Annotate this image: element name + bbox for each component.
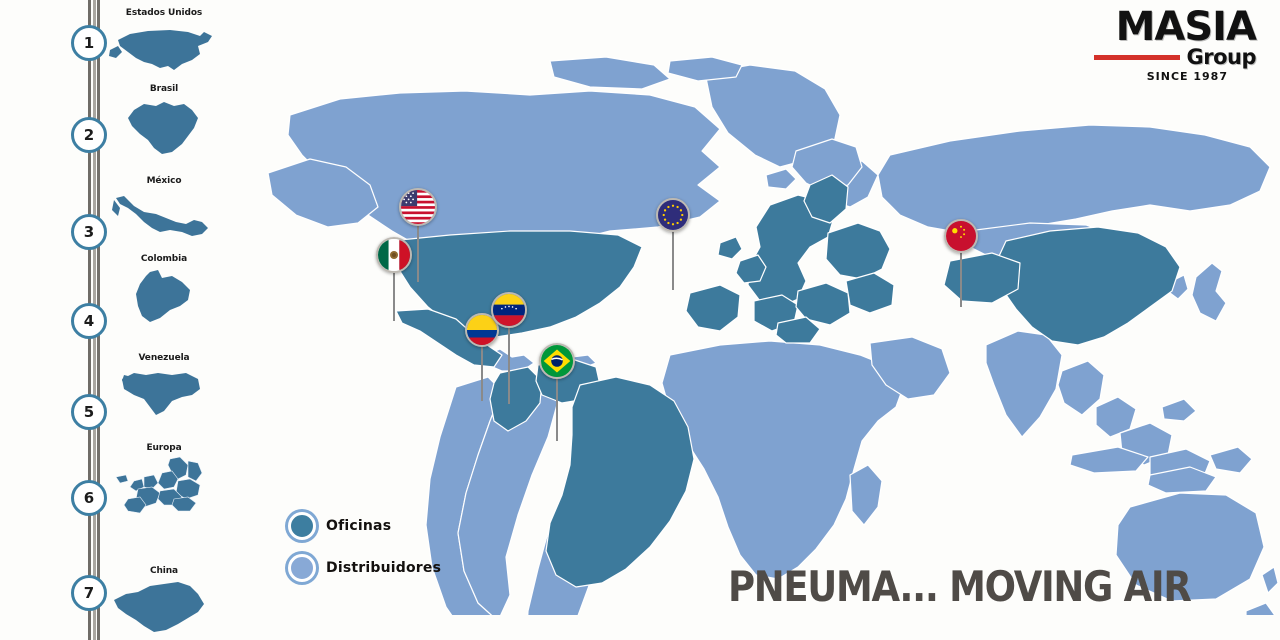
flag-icon-venezuela [491, 292, 527, 328]
legend-label-oficinas: Oficinas [326, 518, 392, 534]
legend-dot-offices-icon [288, 512, 316, 540]
country-shape-brazil-icon [108, 96, 220, 158]
sidebar-item-mexico[interactable]: México [108, 176, 220, 250]
legend-item-oficinas[interactable]: Oficinas [288, 509, 441, 543]
flag-icon-mexico [376, 237, 412, 273]
flag-icon-china [944, 219, 978, 253]
sidebar-item-china[interactable]: China [108, 566, 220, 640]
timeline-node-6[interactable]: 6 [71, 480, 107, 516]
timeline-node-5[interactable]: 5 [71, 394, 107, 430]
pin-stick [960, 253, 962, 307]
flag-icon-eu [656, 198, 690, 232]
logo-since-text: SINCE 1987 [1146, 70, 1228, 83]
sidebar-item-venezuela[interactable]: Venezuela [108, 353, 220, 427]
sidebar-label-colombia: Colombia [140, 254, 188, 264]
timeline-node-3[interactable]: 3 [71, 214, 107, 250]
flag-icon-colombia [465, 313, 499, 347]
logo-red-rule [1094, 54, 1181, 60]
country-shape-mexico-icon [108, 188, 220, 250]
timeline-node-7[interactable]: 7 [71, 575, 107, 611]
country-shape-colombia-icon [108, 266, 220, 328]
legend-label-distribuidores: Distribuidores [326, 560, 442, 576]
logo-brand-text: MASIA [1115, 4, 1257, 50]
company-logo: MASIA Group SINCE 1987 [1066, 4, 1257, 83]
pin-stick [672, 232, 674, 290]
pin-stick [417, 226, 419, 282]
pin-stick [393, 273, 395, 321]
sidebar-item-brasil[interactable]: Brasil [108, 84, 220, 158]
sidebar-item-colombia[interactable]: Colombia [108, 254, 220, 328]
country-shape-venezuela-icon [108, 365, 220, 427]
sidebar-label-europa: Europa [146, 443, 182, 453]
flag-icon-usa [399, 188, 437, 226]
sidebar-item-europa[interactable]: Europa [108, 443, 220, 517]
sidebar-label-estados-unidos: Estados Unidos [125, 8, 203, 18]
map-region-offices [389, 174, 1181, 588]
flag-icon-brazil [539, 343, 575, 379]
legend-dot-distributors-icon [288, 554, 316, 582]
world-map [250, 55, 1280, 615]
timeline-node-2[interactable]: 2 [71, 117, 107, 153]
logo-sub-text: Group [1186, 45, 1256, 69]
map-legend: Oficinas Distribuidores [288, 509, 441, 593]
timeline-node-4[interactable]: 4 [71, 303, 107, 339]
country-shape-europe-icon [108, 455, 220, 517]
country-shape-china-icon [108, 578, 220, 640]
sidebar-label-brasil: Brasil [149, 84, 179, 94]
sidebar-label-venezuela: Venezuela [138, 353, 190, 363]
country-shape-usa-icon [108, 20, 220, 82]
tagline: PNEUMA... MOVING AIR [728, 562, 1192, 611]
sidebar-label-china: China [149, 566, 179, 576]
pin-stick [556, 379, 558, 441]
pin-stick [481, 347, 483, 401]
sidebar-item-estados-unidos[interactable]: Estados Unidos [108, 8, 220, 82]
pin-stick [508, 328, 510, 404]
legend-item-distribuidores[interactable]: Distribuidores [288, 551, 441, 585]
logo-second-row: Group [1066, 45, 1256, 69]
sidebar-label-mexico: México [146, 176, 182, 186]
timeline-node-1[interactable]: 1 [71, 25, 107, 61]
